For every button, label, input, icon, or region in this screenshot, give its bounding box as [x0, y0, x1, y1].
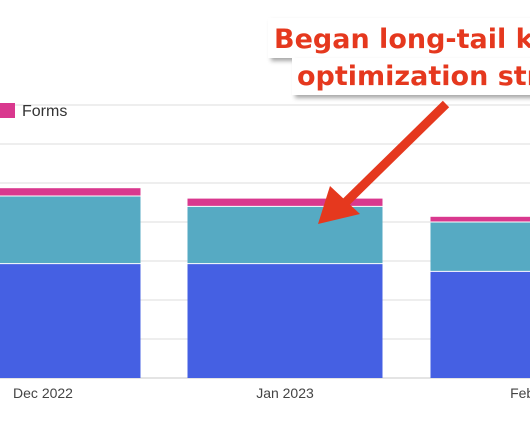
- bar-segment-middle-0: [0, 196, 141, 264]
- annotation: Began long-tail ke optimization stra: [268, 18, 530, 224]
- annotation-line-1: Began long-tail ke: [274, 24, 530, 55]
- bar-segment-forms-1: [187, 198, 383, 207]
- bar-segment-middle-2: [430, 222, 530, 272]
- x-axis-ticks: Dec 2022 Jan 2023 Feb 2: [13, 385, 530, 401]
- legend: Forms: [0, 103, 67, 120]
- annotation-box-1: [268, 18, 530, 58]
- annotation-arrow: [318, 100, 450, 224]
- legend-label-forms: Forms: [22, 103, 67, 120]
- annotation-box-2: [292, 58, 530, 95]
- x-tick-label: Feb 2: [510, 385, 530, 401]
- x-tick-label: Jan 2023: [256, 385, 314, 401]
- bar-segment-forms-2: [430, 216, 530, 222]
- legend-swatch-forms: [0, 103, 15, 118]
- x-tick-label: Dec 2022: [13, 385, 73, 401]
- arrow-shaft: [342, 100, 450, 206]
- annotation-line-2: optimization stra: [297, 61, 530, 92]
- bar-segment-base-2: [430, 271, 530, 378]
- bar-segment-base-0: [0, 263, 141, 378]
- arrow-head: [318, 186, 360, 224]
- bar-segment-forms-0: [0, 188, 141, 196]
- bar-segment-base-1: [187, 263, 383, 378]
- bars: [0, 188, 530, 378]
